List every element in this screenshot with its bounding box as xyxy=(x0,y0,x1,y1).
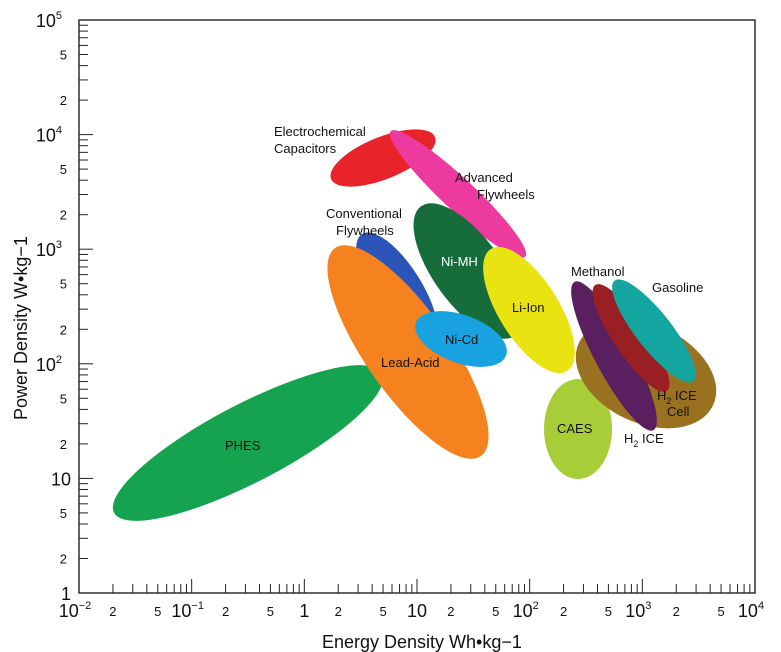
label-conventional-flywheels-line1: Conventional xyxy=(326,206,402,221)
label-advanced-flywheels-line1: Advanced xyxy=(455,170,513,185)
y-tick-label-minor: 2 xyxy=(60,322,67,337)
label-ni-cd: Ni-Cd xyxy=(445,332,478,347)
label-electrochemical-capacitors-line1: Electrochemical xyxy=(274,124,366,139)
region-advanced-flywheels xyxy=(389,130,527,258)
label-gasoline: Gasoline xyxy=(652,280,703,295)
y-tick-label-major: 103 xyxy=(36,239,62,260)
x-tick-label-minor: 2 xyxy=(447,604,454,619)
y-tick-label-minor: 5 xyxy=(60,47,67,62)
y-tick-label-major: 1 xyxy=(61,584,71,604)
y-axis-tick-labels: 1 10 102 103 104 105 2 5 2 5 2 5 2 5 2 5 xyxy=(36,10,71,604)
x-tick-label-minor: 2 xyxy=(109,604,116,619)
x-axis-tick-labels: 10−2 10−1 1 10 102 103 104 2 5 2 5 2 5 2 5 2 5 2 5 xyxy=(59,600,764,621)
label-caes: CAES xyxy=(557,421,593,436)
y-tick-label-minor: 5 xyxy=(60,391,67,406)
x-axis-title: Energy Density Wh•kg−1 xyxy=(322,632,522,652)
x-tick-label-minor: 2 xyxy=(222,604,229,619)
label-methanol: Methanol xyxy=(571,264,625,279)
x-tick-label-minor: 5 xyxy=(267,604,274,619)
y-tick-label-minor: 2 xyxy=(60,208,67,223)
x-tick-label-minor: 2 xyxy=(560,604,567,619)
region-li-ion xyxy=(483,246,575,374)
x-tick-label-major: 104 xyxy=(738,600,764,621)
y-tick-label-minor: 2 xyxy=(60,93,67,108)
x-tick-label-major: 103 xyxy=(625,600,651,621)
x-tick-label-major: 10−1 xyxy=(171,600,204,621)
y-tick-label-minor: 5 xyxy=(60,277,67,292)
x-tick-label-major: 10−2 xyxy=(59,600,92,621)
region-gasoline xyxy=(612,279,696,383)
label-phes: PHES xyxy=(225,438,261,453)
y-tick-label-major: 10 xyxy=(51,469,71,489)
x-tick-label-minor: 2 xyxy=(335,604,342,619)
label-conventional-flywheels-line2: Flywheels xyxy=(336,223,394,238)
region-labels: Electrochemical Capacitors Advanced Flyw… xyxy=(225,124,703,453)
x-tick-label-minor: 5 xyxy=(154,604,161,619)
region-methanol xyxy=(592,284,670,392)
label-advanced-flywheels-line2: Flywheels xyxy=(477,187,535,202)
label-h2-ice-cell-line2: Cell xyxy=(667,404,690,419)
y-tick-label-minor: 2 xyxy=(60,552,67,567)
y-tick-label-major: 105 xyxy=(36,10,62,31)
x-tick-label-minor: 5 xyxy=(717,604,724,619)
y-axis-title: Power Density W•kg−1 xyxy=(11,236,31,420)
x-axis-ticks xyxy=(78,579,756,593)
label-li-ion: Li-Ion xyxy=(512,300,545,315)
y-tick-label-major: 104 xyxy=(36,125,62,146)
y-tick-label-major: 102 xyxy=(36,354,62,375)
x-tick-label-major: 102 xyxy=(513,600,539,621)
label-h2-ice: H2 ICE xyxy=(624,431,664,449)
region-caes xyxy=(544,379,612,479)
y-tick-label-minor: 5 xyxy=(60,162,67,177)
y-tick-label-minor: 5 xyxy=(60,506,67,521)
label-ni-mh: Ni-MH xyxy=(441,254,478,269)
x-tick-label-minor: 5 xyxy=(492,604,499,619)
data-regions xyxy=(112,129,717,521)
label-electrochemical-capacitors-line2: Capacitors xyxy=(274,141,337,156)
label-lead-acid: Lead-Acid xyxy=(381,355,440,370)
y-tick-label-minor: 2 xyxy=(60,437,67,452)
region-ni-cd xyxy=(415,311,507,367)
x-tick-label-major: 10 xyxy=(407,601,427,621)
y-axis-ticks xyxy=(79,19,93,594)
x-tick-label-minor: 5 xyxy=(605,604,612,619)
label-h2-ice-cell-line1: H2 ICE xyxy=(657,388,697,406)
region-h2-ice xyxy=(571,281,657,431)
region-phes xyxy=(112,365,384,521)
x-tick-label-minor: 2 xyxy=(673,604,680,619)
x-tick-label-minor: 5 xyxy=(379,604,386,619)
x-tick-label-major: 1 xyxy=(299,601,309,621)
region-lead-acid xyxy=(327,245,489,459)
